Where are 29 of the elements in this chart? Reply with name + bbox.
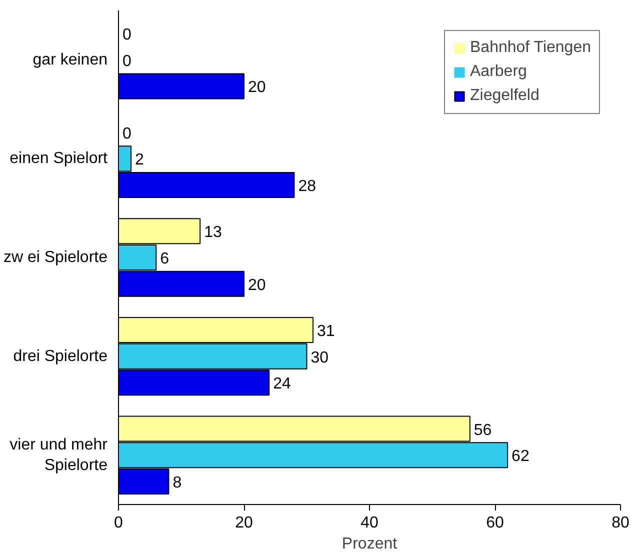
data-label: 20 bbox=[248, 276, 266, 294]
data-label: 0 bbox=[122, 26, 132, 44]
data-label: 62 bbox=[512, 448, 530, 466]
legend-label: Ziegelfeld bbox=[470, 87, 540, 105]
x-tick-label: 80 bbox=[612, 514, 630, 532]
x-axis-title: Prozent bbox=[342, 536, 398, 552]
x-tick-label: 20 bbox=[235, 514, 253, 532]
y-tick-label: drei Spielorte bbox=[13, 348, 108, 365]
y-tick-label: gar keinen bbox=[32, 51, 108, 68]
data-label: 24 bbox=[273, 376, 291, 393]
legend-label: Bahnhof Tiengen bbox=[470, 39, 591, 57]
data-label: 20 bbox=[248, 79, 266, 96]
data-label: 0 bbox=[122, 125, 132, 142]
data-label: 31 bbox=[317, 322, 335, 340]
data-label: 2 bbox=[135, 152, 144, 169]
data-label: 28 bbox=[298, 178, 316, 196]
y-tick-label: vier und mehr Spielorte bbox=[10, 436, 108, 474]
data-label: 56 bbox=[474, 422, 492, 439]
data-label: 13 bbox=[204, 224, 222, 242]
data-label: 8 bbox=[172, 474, 182, 492]
y-tick-label: zw ei Spielorte bbox=[3, 249, 108, 266]
data-label: 30 bbox=[310, 349, 329, 366]
data-label: 6 bbox=[160, 250, 170, 268]
x-tick-label: 40 bbox=[360, 514, 378, 532]
data-label: 0 bbox=[122, 52, 132, 70]
x-tick-label: 0 bbox=[114, 514, 124, 532]
y-tick-label: einen Spielort bbox=[10, 150, 108, 168]
x-tick-label: 60 bbox=[486, 514, 504, 532]
legend-label: Aarberg bbox=[470, 63, 527, 81]
